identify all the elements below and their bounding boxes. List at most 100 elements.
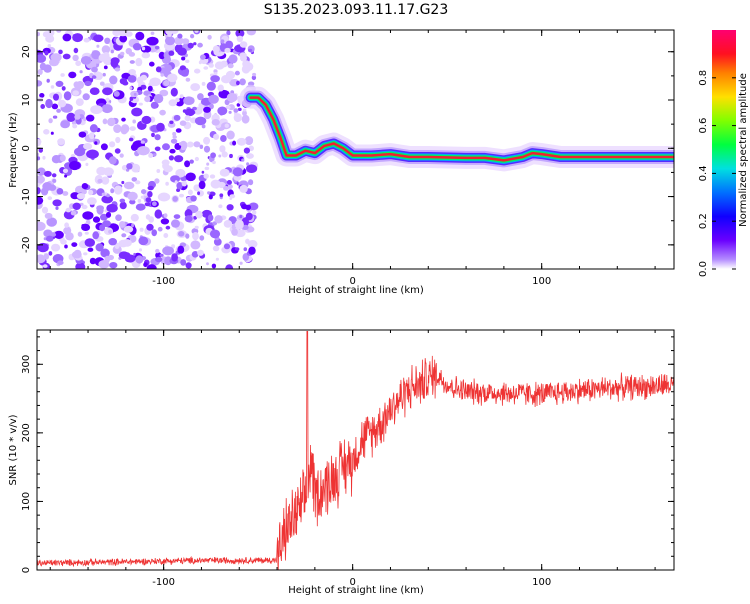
noise-speckle (50, 85, 55, 89)
spectrogram-xlabel: Height of straight line (km) (288, 285, 424, 296)
noise-speckle (102, 87, 113, 96)
noise-speckle (174, 155, 184, 163)
noise-speckle (114, 148, 121, 154)
noise-speckle (179, 193, 184, 198)
noise-speckle (108, 156, 117, 165)
noise-speckle (50, 53, 62, 62)
noise-speckle (103, 167, 114, 176)
noise-speckle (206, 81, 216, 91)
noise-speckle (148, 153, 154, 158)
noise-speckle (241, 114, 250, 124)
colorbar-tick-label: 0.2 (698, 213, 709, 229)
noise-speckle (227, 63, 234, 69)
x-tick-label: 100 (532, 276, 551, 287)
noise-speckle (234, 247, 240, 251)
noise-speckle (252, 210, 257, 215)
noise-speckle (128, 52, 136, 57)
noise-speckle (154, 209, 163, 219)
noise-speckle (211, 119, 220, 126)
noise-speckle (72, 54, 79, 62)
noise-speckle (245, 238, 250, 244)
noise-speckle (246, 226, 255, 233)
noise-speckle (233, 113, 242, 123)
noise-speckle (100, 213, 108, 221)
noise-speckle (217, 84, 224, 92)
noise-speckle (163, 165, 173, 173)
figure-title: S135.2023.093.11.17.G23 (264, 2, 449, 18)
noise-speckle (135, 180, 141, 185)
noise-speckle (137, 146, 150, 156)
noise-speckle (192, 232, 199, 241)
noise-speckle (129, 126, 136, 131)
noise-speckle (189, 159, 194, 164)
noise-speckle (84, 231, 89, 235)
y-tick-label: -10 (21, 188, 32, 204)
noise-speckle (51, 173, 57, 178)
noise-speckle (243, 147, 250, 154)
noise-speckle (199, 144, 204, 149)
noise-speckle (201, 170, 205, 174)
noise-speckle (177, 33, 183, 39)
noise-speckle (43, 129, 50, 135)
noise-speckle (42, 31, 50, 38)
noise-speckle (77, 231, 83, 237)
noise-speckle (135, 31, 145, 41)
colorbar-ticks: 0.0 0.2 0.4 0.6 0.8 (698, 70, 736, 277)
noise-speckle (64, 174, 68, 178)
noise-speckle (232, 140, 237, 146)
noise-speckle (82, 211, 94, 220)
noise-speckle (113, 185, 123, 195)
noise-speckle (50, 131, 54, 135)
noise-speckle (131, 177, 138, 182)
noise-speckle (239, 52, 247, 59)
noise-speckle (173, 114, 181, 121)
noise-speckle (187, 189, 193, 196)
noise-speckle (57, 260, 64, 266)
noise-speckle (152, 153, 157, 157)
noise-speckle (44, 170, 52, 177)
noise-speckle (191, 251, 199, 258)
noise-speckle (45, 98, 53, 109)
noise-speckle (154, 146, 161, 152)
noise-speckle (70, 192, 80, 200)
noise-speckle (208, 63, 214, 68)
noise-speckle (123, 225, 134, 233)
noise-speckle (148, 216, 154, 223)
noise-speckle (75, 185, 85, 195)
noise-speckle (150, 101, 158, 109)
noise-speckle (231, 228, 238, 236)
noise-speckle (88, 189, 94, 196)
noise-speckle (232, 167, 243, 177)
noise-speckle (203, 145, 211, 153)
noise-speckle (226, 180, 232, 185)
noise-speckle (197, 93, 204, 101)
noise-speckle (185, 233, 190, 239)
noise-speckle (146, 223, 154, 231)
noise-speckle (184, 108, 195, 117)
noise-speckle (228, 110, 232, 114)
noise-speckle (246, 162, 250, 166)
noise-speckle (181, 38, 190, 45)
noise-speckle (103, 65, 108, 70)
noise-speckle (119, 201, 127, 210)
noise-speckle (69, 160, 81, 171)
noise-speckle (147, 185, 154, 191)
noise-speckle (248, 246, 256, 255)
noise-speckle (51, 103, 59, 110)
noise-speckle (130, 213, 139, 222)
noise-speckle (130, 143, 138, 151)
colorbar-tick-label: 0.4 (698, 165, 709, 181)
noise-speckle (48, 184, 57, 191)
noise-speckle (147, 85, 153, 92)
noise-speckle (94, 141, 98, 145)
noise-speckle (209, 229, 221, 239)
noise-speckle (131, 223, 135, 228)
noise-speckle (197, 249, 204, 256)
noise-speckle (215, 257, 219, 261)
snr-ylabel: SNR (10 * v/v) (8, 414, 19, 485)
noise-speckle (225, 264, 234, 269)
noise-speckle (236, 137, 247, 146)
noise-speckle (76, 193, 86, 200)
colorbar-tick-label: 0.0 (698, 261, 709, 277)
